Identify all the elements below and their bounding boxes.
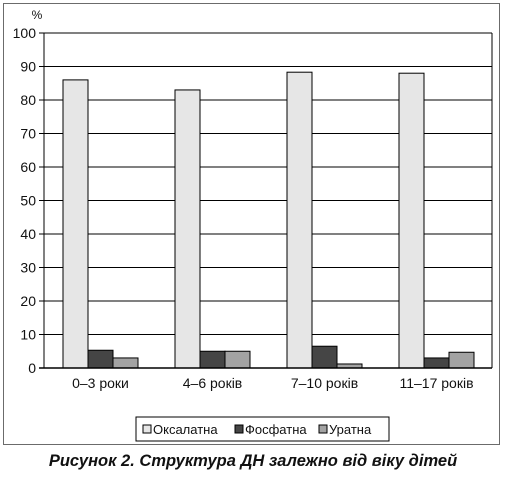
- y-tick-label: 10: [20, 327, 36, 343]
- chart-frame: [3, 3, 500, 445]
- bar-3-1: [112, 357, 139, 369]
- x-tick-label: 7–10 років: [291, 375, 358, 391]
- y-tick-label: 20: [20, 293, 36, 309]
- y-tick-label: 50: [20, 193, 36, 209]
- legend-swatch: [234, 424, 244, 434]
- y-tick-label: 40: [20, 226, 36, 242]
- legend-label: Оксалатна: [153, 422, 218, 437]
- y-axis-label: %: [32, 8, 43, 22]
- bar-2-2: [199, 350, 226, 369]
- y-tick-label: 0: [28, 360, 36, 376]
- bar-2-4: [423, 357, 450, 369]
- y-tick-label: 90: [20, 59, 36, 75]
- y-tick-label: 30: [20, 260, 36, 276]
- y-tick-labels: 0 10 20 30 40 50 60 70 80 90 100: [13, 25, 37, 376]
- bar-3-4: [448, 351, 475, 369]
- bar-3-2: [224, 350, 251, 369]
- bar-2-1: [87, 349, 114, 369]
- x-tick-labels: 0–3 роки 4–6 років 7–10 років 11–17 років: [72, 375, 473, 391]
- y-tick-label: 70: [20, 126, 36, 142]
- x-tick-label: 11–17 років: [399, 375, 473, 391]
- legend-swatch: [318, 424, 328, 434]
- figure-caption: Рисунок 2. Структура ДН залежно від віку…: [48, 452, 458, 470]
- y-tick-label: 100: [13, 25, 37, 41]
- bar-chart: 0 10 20 30 40 50 60 70 80 90 100 % 0–3 роки 4–6 рок…: [13, 8, 493, 442]
- bars: [62, 71, 475, 369]
- y-tick-label: 80: [20, 92, 36, 108]
- bar-1-4: [398, 72, 425, 369]
- y-tick-label: 60: [20, 159, 36, 175]
- bar-2-3: [311, 345, 338, 369]
- legend-label: Фосфатна: [245, 422, 307, 437]
- bar-1-2: [174, 89, 201, 369]
- legend-label: Уратна: [329, 422, 372, 437]
- bar-1-3: [286, 71, 313, 369]
- x-tick-label: 0–3 роки: [72, 375, 129, 391]
- legend: Оксалатна Фосфатна Уратна: [135, 416, 390, 442]
- x-tick-label: 4–6 років: [183, 375, 243, 391]
- legend-swatch: [142, 424, 152, 434]
- bar-1-1: [62, 79, 89, 369]
- legend-box: [135, 416, 390, 442]
